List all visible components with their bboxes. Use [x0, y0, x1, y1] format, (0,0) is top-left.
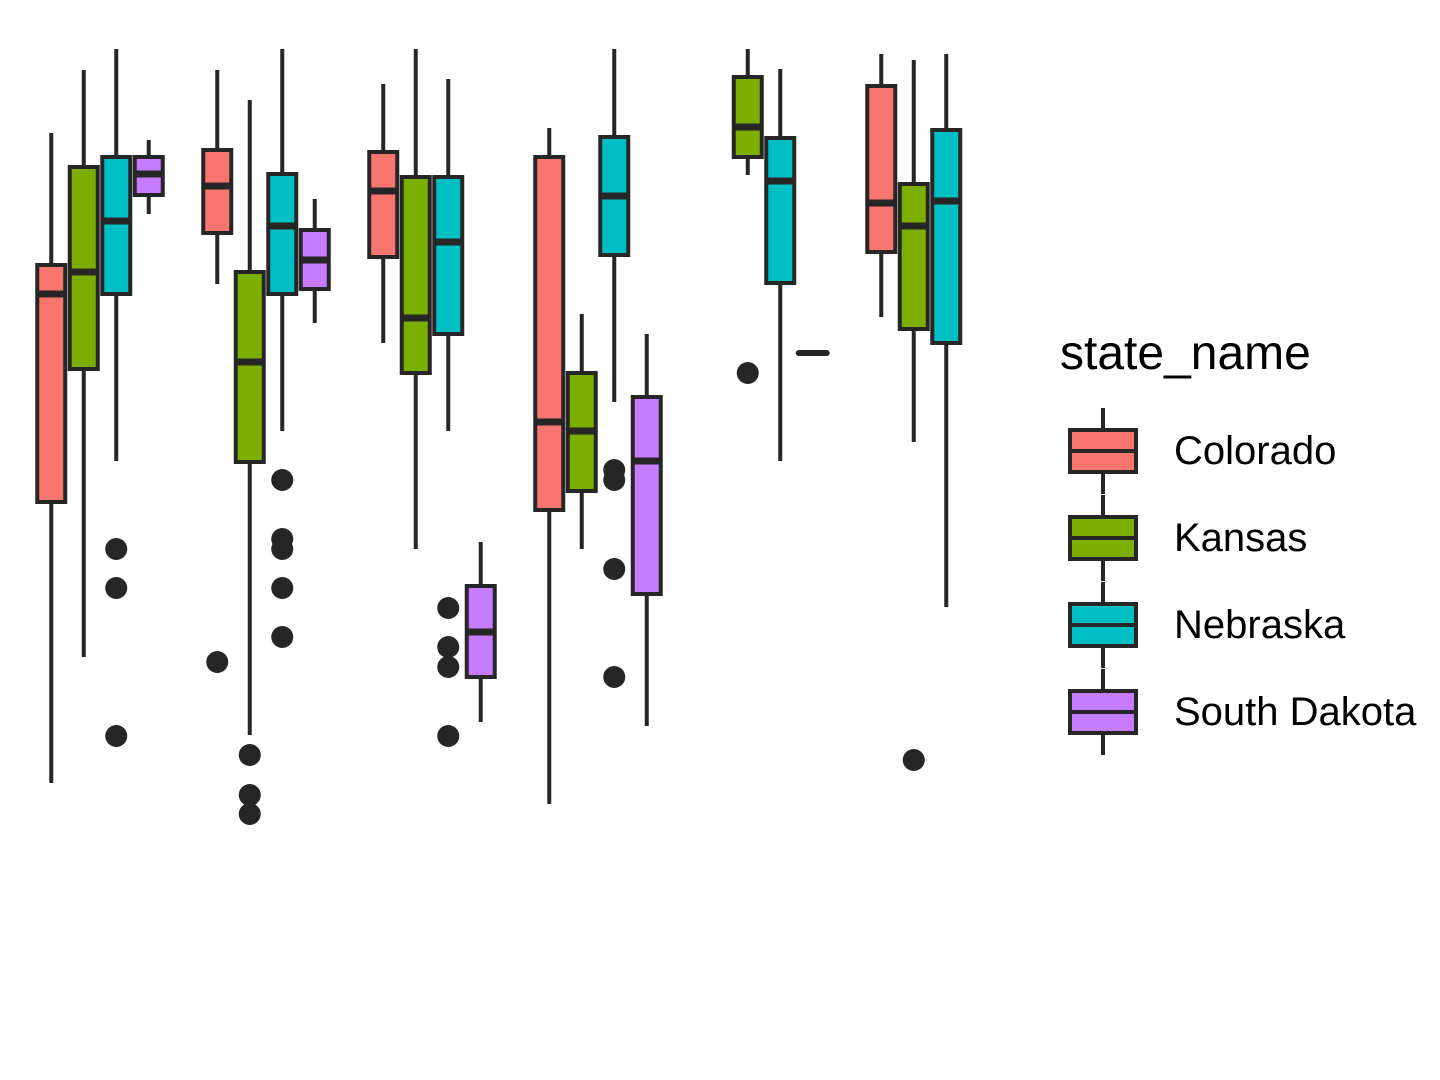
- group-2-nebraska-box: [266, 172, 299, 296]
- group-3-kansas-box: [399, 175, 432, 375]
- group-2-colorado-box: [201, 148, 234, 235]
- group-4-nebraska-outlier-4: [603, 459, 626, 481]
- group-3-nebraska-box: [432, 175, 465, 336]
- group-3-nebraska-outlier-4: [437, 597, 460, 619]
- group-6-kansas-outlier-1: [902, 749, 925, 771]
- group-2-nebraska-outlier-5: [271, 469, 294, 491]
- group-3-nebraska-outlier-2: [437, 656, 460, 678]
- legend-title: state_name: [1060, 327, 1311, 380]
- group-2-kansas-outlier-2: [238, 784, 261, 806]
- boxplot-chart: [35, 49, 963, 825]
- legend-key-colorado: [1068, 408, 1138, 494]
- group-4-south-dakota-box: [630, 395, 663, 596]
- legend: state_name Colorado Kansas Nebraska South D…: [1060, 320, 1440, 780]
- legend-item-nebraska: Nebraska: [1060, 582, 1440, 668]
- group-2-colorado-outlier-1: [206, 651, 229, 673]
- legend-label-colorado: Colorado: [1174, 429, 1337, 473]
- group-2-nebraska-outlier-1: [271, 626, 294, 648]
- group-2-nebraska-outlier-4: [271, 528, 294, 550]
- legend-key-nebraska: [1068, 582, 1138, 668]
- group-4-colorado-box: [533, 155, 566, 512]
- group-6-kansas-box: [897, 182, 930, 331]
- group-5-kansas-box: [731, 75, 764, 159]
- group-5-kansas-outlier-1: [736, 362, 759, 384]
- legend-item-south-dakota: South Dakota: [1060, 669, 1440, 755]
- legend-key-kansas: [1068, 495, 1138, 581]
- group-2-kansas-box: [233, 270, 266, 464]
- group-6-nebraska-box: [930, 128, 963, 345]
- group-3-colorado-box: [367, 150, 400, 259]
- group-3-nebraska-outlier-1: [437, 725, 460, 747]
- group-6-colorado-box: [865, 84, 898, 254]
- group-1-nebraska-outlier-2: [105, 577, 128, 599]
- legend-label-south-dakota: South Dakota: [1174, 690, 1417, 734]
- group-4-nebraska-outlier-2: [603, 558, 626, 580]
- group-1-kansas-box: [67, 165, 100, 371]
- legend-label-nebraska: Nebraska: [1174, 603, 1346, 647]
- group-1-colorado-box: [35, 263, 68, 504]
- group-1-nebraska-outlier-1: [105, 725, 128, 747]
- group-4-nebraska-outlier-1: [603, 666, 626, 688]
- legend-item-colorado: Colorado: [1060, 408, 1440, 494]
- legend-label-kansas: Kansas: [1174, 516, 1308, 560]
- group-5-nebraska-box: [764, 136, 797, 285]
- group-1-nebraska-box: [100, 155, 133, 296]
- group-2-kansas-outlier-1: [238, 803, 261, 825]
- group-3-nebraska-outlier-3: [437, 636, 460, 658]
- legend-key-south-dakota: [1068, 669, 1138, 755]
- group-2-kansas-outlier-3: [238, 744, 261, 766]
- group-1-nebraska-outlier-3: [105, 538, 128, 560]
- group-2-nebraska-outlier-2: [271, 577, 294, 599]
- legend-item-kansas: Kansas: [1060, 495, 1440, 581]
